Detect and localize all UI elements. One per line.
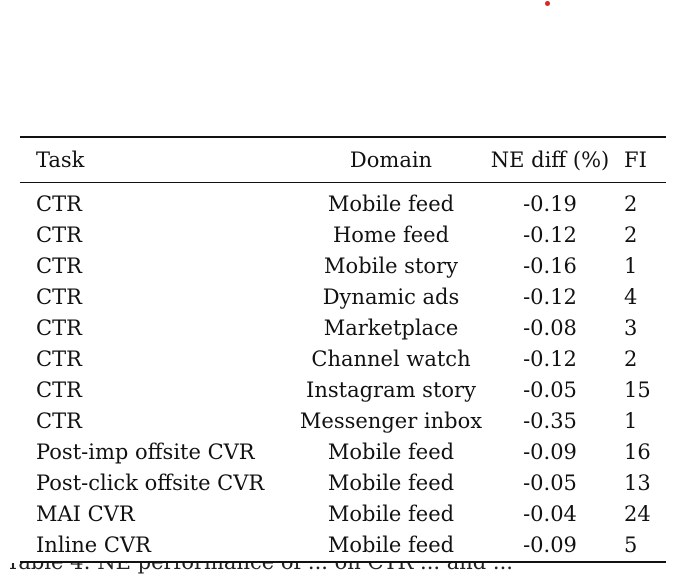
cell-fi: 3 xyxy=(624,316,638,340)
table-row: CTR Channel watch -0.12 2 xyxy=(20,344,676,375)
cell-task: CTR xyxy=(36,223,82,247)
cell-ne-diff: -0.08 xyxy=(523,316,577,340)
cell-task: CTR xyxy=(36,378,82,402)
cell-ne-diff: -0.04 xyxy=(523,502,577,526)
table-header: Task Domain NE diff (%) FI xyxy=(20,138,676,182)
table-row: CTR Instagram story -0.05 15 xyxy=(20,375,676,406)
cell-task: CTR xyxy=(36,347,82,371)
table-row: CTR Home feed -0.12 2 xyxy=(20,220,676,251)
cell-fi: 24 xyxy=(624,502,651,526)
cell-fi: 13 xyxy=(624,471,651,495)
cell-fi: 2 xyxy=(624,192,638,216)
results-table: Task Domain NE diff (%) FI xyxy=(20,138,676,182)
table-body: CTR Mobile feed -0.19 2 CTR Home feed -0.12 2 CT… xyxy=(20,183,676,561)
red-marker-dot xyxy=(545,1,550,6)
cell-fi: 16 xyxy=(624,440,651,464)
table-row: CTR Marketplace -0.08 3 xyxy=(20,313,676,344)
cell-task: MAI CVR xyxy=(36,502,135,526)
cell-ne-diff: -0.09 xyxy=(523,440,577,464)
results-table-container: Task Domain NE diff (%) FI CTR Mobile fee… xyxy=(20,136,666,563)
cell-fi: 15 xyxy=(624,378,651,402)
cell-domain: Instagram story xyxy=(306,378,476,402)
cell-domain: Mobile feed xyxy=(327,471,455,495)
header-ne-diff: NE diff (%) xyxy=(490,148,610,172)
caption-text: Table 4: NE performance of ... on CTR ..… xyxy=(0,563,694,573)
cell-domain: Home feed xyxy=(332,223,450,247)
cell-task: CTR xyxy=(36,409,82,433)
cell-ne-diff: -0.09 xyxy=(523,533,577,557)
cell-task: CTR xyxy=(36,285,82,309)
cell-ne-diff: -0.12 xyxy=(523,347,577,371)
header-task: Task xyxy=(36,148,85,172)
cell-fi: 4 xyxy=(624,285,638,309)
table-row: CTR Mobile feed -0.19 2 xyxy=(20,183,676,220)
cell-task: CTR xyxy=(36,316,82,340)
cell-fi: 2 xyxy=(624,347,638,371)
cell-ne-diff: -0.12 xyxy=(523,223,577,247)
cell-ne-diff: -0.19 xyxy=(523,192,577,216)
cell-fi: 1 xyxy=(624,409,638,433)
cell-domain: Mobile feed xyxy=(327,533,455,557)
cell-ne-diff: -0.05 xyxy=(523,378,577,402)
cell-task: CTR xyxy=(36,192,82,216)
cell-task: CTR xyxy=(36,254,82,278)
cell-task: Post-click offsite CVR xyxy=(36,471,265,495)
cell-fi: 2 xyxy=(624,223,638,247)
table-row: CTR Messenger inbox -0.35 1 xyxy=(20,406,676,437)
table-header-rule xyxy=(20,182,666,183)
table-bottom-rule xyxy=(20,561,666,563)
table-row: Inline CVR Mobile feed -0.09 5 xyxy=(20,530,676,561)
table-row: Post-click offsite CVR Mobile feed -0.05 13 xyxy=(20,468,676,499)
cell-ne-diff: -0.35 xyxy=(523,409,577,433)
cell-ne-diff: -0.16 xyxy=(523,254,577,278)
cell-ne-diff: -0.05 xyxy=(523,471,577,495)
cell-domain: Mobile feed xyxy=(327,440,455,464)
table-top-rule xyxy=(20,136,666,138)
cell-fi: 5 xyxy=(624,533,638,557)
caption-fragment: Table 4: NE performance of ... on CTR ..… xyxy=(0,563,694,575)
cell-domain: Mobile story xyxy=(324,254,458,278)
cell-domain: Mobile feed xyxy=(327,192,455,216)
header-domain: Domain xyxy=(349,148,433,172)
cell-ne-diff: -0.12 xyxy=(523,285,577,309)
results-table-body: CTR Mobile feed -0.19 2 CTR Home feed -0.12 2 CT… xyxy=(20,183,676,561)
cell-task: Inline CVR xyxy=(36,533,151,557)
cell-domain: Marketplace xyxy=(323,316,459,340)
table-row: MAI CVR Mobile feed -0.04 24 xyxy=(20,499,676,530)
header-row: Task Domain NE diff (%) FI xyxy=(20,138,676,182)
cell-task: Post-imp offsite CVR xyxy=(36,440,255,464)
table-row: CTR Mobile story -0.16 1 xyxy=(20,251,676,282)
cell-domain: Mobile feed xyxy=(327,502,455,526)
cell-domain: Dynamic ads xyxy=(322,285,460,309)
table-row: CTR Dynamic ads -0.12 4 xyxy=(20,282,676,313)
table-row: Post-imp offsite CVR Mobile feed -0.09 16 xyxy=(20,437,676,468)
cell-domain: Messenger inbox xyxy=(299,409,483,433)
cell-domain: Channel watch xyxy=(311,347,471,371)
cell-fi: 1 xyxy=(624,254,638,278)
header-fi: FI xyxy=(624,148,647,172)
